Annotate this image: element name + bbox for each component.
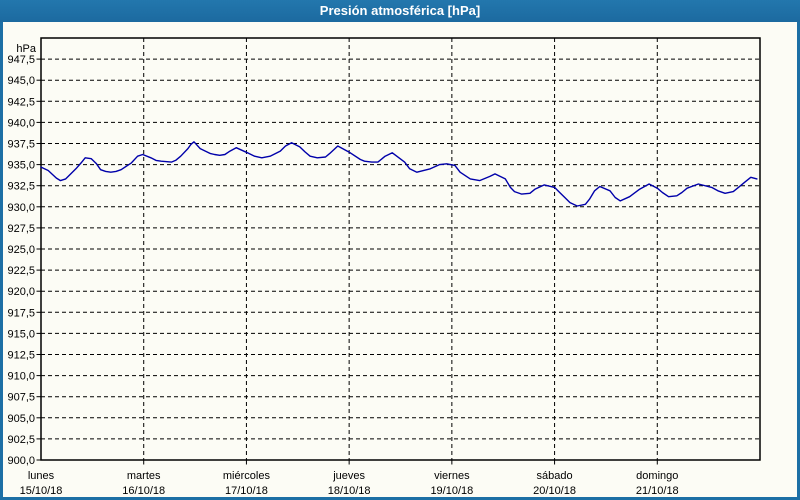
y-axis-tick-label: 945,0 (7, 75, 35, 87)
y-axis-tick-label: 912,5 (7, 350, 35, 362)
x-axis-day-label: sábado (537, 470, 573, 482)
y-axis-tick-label: 910,0 (7, 371, 35, 383)
pressure-line (40, 141, 758, 207)
plot-frame (40, 37, 761, 461)
y-axis-tick-label: 937,5 (7, 139, 35, 151)
y-axis-tick-label: 947,5 (7, 54, 35, 66)
y-axis-tick-label: 942,5 (7, 96, 35, 108)
x-axis-date-label: 17/10/18 (225, 485, 268, 497)
x-axis-date-label: 19/10/18 (430, 485, 473, 497)
y-axis-tick-label: 915,0 (7, 328, 35, 340)
x-axis-day-label: miércoles (223, 470, 271, 482)
y-axis-tick-label: 905,0 (7, 413, 35, 425)
y-axis-tick-label: 925,0 (7, 244, 35, 256)
y-axis-tick-label: 927,5 (7, 223, 35, 235)
x-axis-day-label: martes (127, 470, 161, 482)
x-axis-day-label: jueves (332, 470, 365, 482)
y-axis-tick-label: 922,5 (7, 265, 35, 277)
outer-border (0, 18, 800, 500)
x-axis-day-label: viernes (434, 470, 470, 482)
x-axis-date-label: 20/10/18 (533, 485, 576, 497)
x-axis-date-label: 18/10/18 (328, 485, 371, 497)
x-axis-date-label: 21/10/18 (636, 485, 679, 497)
x-axis-date-label: 15/10/18 (20, 485, 63, 497)
y-axis-tick-label: 930,0 (7, 202, 35, 214)
y-axis-tick-label: 917,5 (7, 307, 35, 319)
x-axis-date-label: 16/10/18 (122, 485, 165, 497)
window-title: Presión atmosférica [hPa] (0, 0, 800, 22)
y-axis-tick-label: 902,5 (7, 434, 35, 446)
y-axis-tick-label: 940,0 (7, 117, 35, 129)
y-axis-tick-label: 932,5 (7, 181, 35, 193)
y-axis-tick-label: 920,0 (7, 286, 35, 298)
y-axis-tick-label: 935,0 (7, 160, 35, 172)
axis-unit-label: hPa (16, 43, 36, 55)
x-axis-day-label: domingo (636, 470, 678, 482)
x-axis-day-label: lunes (28, 470, 55, 482)
y-axis-tick-label: 907,5 (7, 392, 35, 404)
y-axis-tick-label: 900,0 (7, 455, 35, 467)
